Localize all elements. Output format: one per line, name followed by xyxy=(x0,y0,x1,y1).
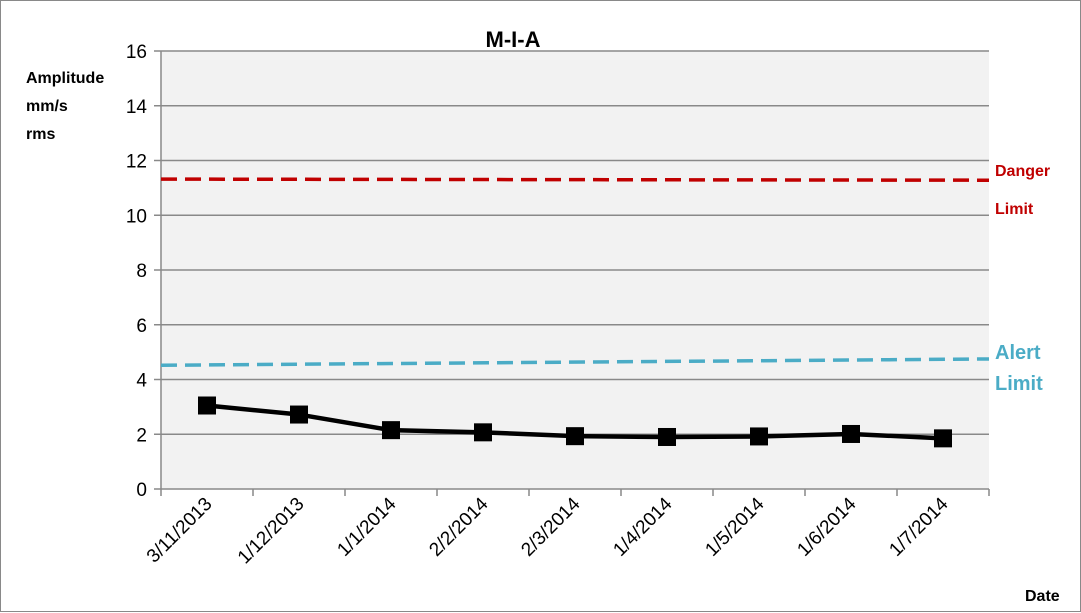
x-axis-title: Date xyxy=(1025,588,1060,605)
x-tick-label: 1/12/2013 xyxy=(234,494,309,569)
y-tick-label: 4 xyxy=(136,371,147,392)
y-tick-label: 14 xyxy=(126,97,148,118)
data-point xyxy=(474,423,492,442)
danger-limit-line xyxy=(160,177,990,182)
reference-line-labels: Danger Limit Alert Limit xyxy=(995,163,1055,395)
data-point xyxy=(566,427,584,446)
danger-limit-label-line: Danger xyxy=(995,163,1050,180)
data-point xyxy=(750,427,768,446)
series-layer xyxy=(198,396,952,448)
chart-title: M-I-A xyxy=(486,27,541,52)
alert-limit-line xyxy=(160,357,990,368)
y-tick-label: 10 xyxy=(126,206,147,227)
x-axis-ticks: 3/11/2013 1/12/2013 1/1/2014 2/2/2014 2/3/20… xyxy=(143,489,990,569)
x-tick-label: 2/3/2014 xyxy=(517,493,584,560)
y-tick-label: 12 xyxy=(126,152,147,173)
y-tick-label: 2 xyxy=(136,425,147,446)
y-axis-title: Amplitude mm/s rms xyxy=(26,70,109,143)
y-axis-ticks: 0 2 4 6 8 10 12 14 16 xyxy=(126,42,161,501)
y-tick-label: 0 xyxy=(136,480,147,501)
x-tick-label: 1/6/2014 xyxy=(793,493,860,560)
data-point xyxy=(198,396,216,415)
x-tick-label: 1/5/2014 xyxy=(701,493,768,560)
alert-limit-label-line: Alert xyxy=(995,342,1041,364)
danger-limit-label: Danger Limit xyxy=(995,163,1055,218)
alert-limit-label: Alert Limit xyxy=(995,342,1046,395)
data-point xyxy=(382,421,400,440)
data-point xyxy=(658,427,676,446)
data-point xyxy=(934,429,952,448)
x-tick-label: 2/2/2014 xyxy=(425,493,492,560)
x-tick-label: 1/7/2014 xyxy=(885,493,952,560)
gridlines xyxy=(161,50,989,435)
data-point xyxy=(842,424,860,443)
x-tick-label: 3/11/2013 xyxy=(143,494,217,568)
y-axis-title-line: mm/s xyxy=(26,98,68,115)
x-tick-label: 1/4/2014 xyxy=(609,493,676,560)
y-tick-label: 16 xyxy=(126,42,147,63)
y-axis-title-line: Amplitude xyxy=(26,70,104,87)
y-tick-label: 6 xyxy=(136,316,147,337)
danger-limit-label-line: Limit xyxy=(995,201,1034,218)
alert-limit-label-line: Limit xyxy=(995,373,1043,395)
y-tick-label: 8 xyxy=(136,261,147,282)
y-axis-title-line: rms xyxy=(26,126,55,143)
reference-lines xyxy=(160,177,990,368)
data-point xyxy=(290,405,308,424)
x-tick-label: 1/1/2014 xyxy=(333,493,400,560)
